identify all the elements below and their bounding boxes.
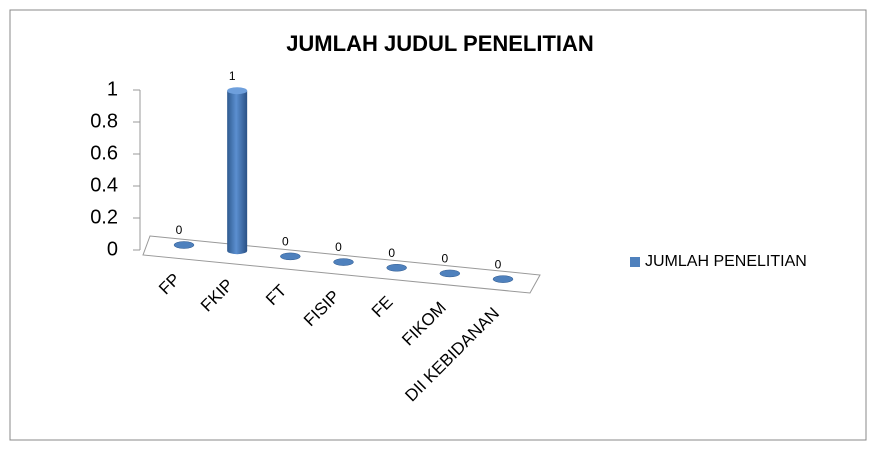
data-label: 0 [495,257,502,271]
data-label: 0 [176,223,183,237]
y-tick-label: 0.8 [90,110,118,132]
data-label: 0 [441,252,448,266]
y-tick-label: 1 [107,78,118,100]
bar [439,269,461,278]
bar [173,241,195,249]
y-tick-label: 0 [107,238,118,260]
data-label: 0 [282,235,289,249]
chart-title: JUMLAH JUDUL PENELITIAN [286,31,594,56]
legend-label: JUMLAH PENELITIAN [645,253,807,270]
bar [280,252,301,261]
bar [227,90,248,255]
data-label: 0 [335,240,342,254]
data-label: 1 [229,69,236,83]
chart-border [9,9,867,441]
y-tick-label: 0.4 [90,174,118,196]
legend-swatch [630,257,640,267]
y-tick-label: 0.6 [90,142,118,164]
bar [386,264,407,272]
bar [333,258,354,266]
bar [492,275,514,283]
bar-top [227,87,248,95]
data-label: 0 [388,246,395,260]
y-tick-label: 0.2 [90,206,118,228]
